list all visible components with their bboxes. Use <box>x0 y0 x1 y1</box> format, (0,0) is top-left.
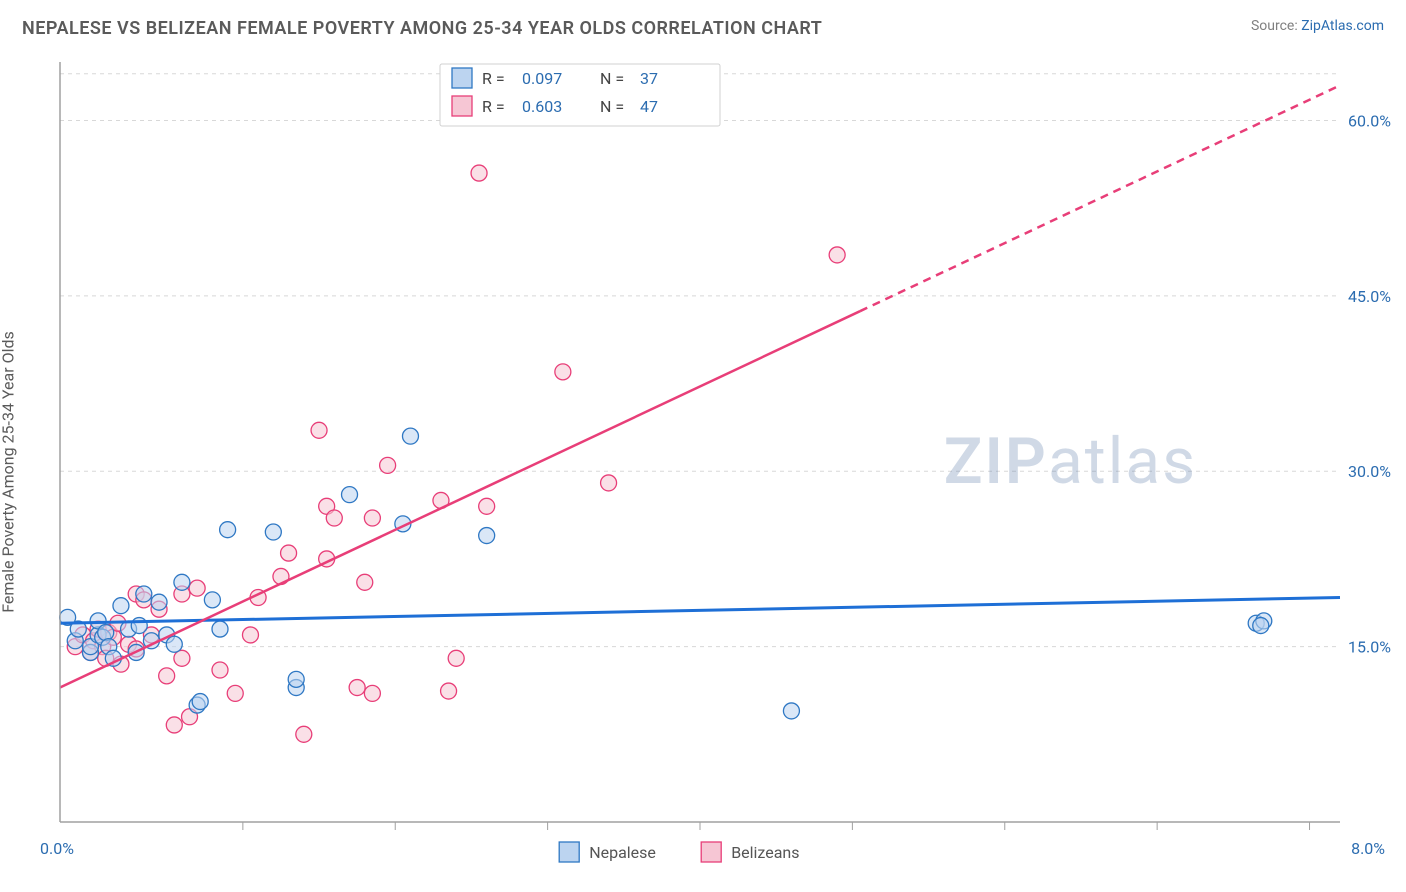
legend-n-label: N = <box>600 97 624 116</box>
data-point-belizeans <box>174 650 190 666</box>
data-point-nepalese <box>98 625 114 641</box>
data-point-belizeans <box>555 364 571 380</box>
x-min-label: 0.0% <box>40 839 74 858</box>
y-tick-label: 60.0% <box>1348 111 1391 130</box>
data-point-nepalese <box>288 671 304 687</box>
trend-line-belizeans-extrapolated <box>860 85 1340 311</box>
data-point-belizeans <box>441 683 457 699</box>
bottom-legend-swatch-belizeans <box>701 842 721 862</box>
data-point-belizeans <box>479 498 495 514</box>
legend-r-label: R = <box>482 97 505 116</box>
data-point-belizeans <box>364 685 380 701</box>
watermark: ZIPatlas <box>944 424 1197 499</box>
y-tick-label: 15.0% <box>1348 638 1391 657</box>
legend-n-value-belizeans: 47 <box>640 97 658 116</box>
data-point-belizeans <box>380 457 396 473</box>
y-axis-label: Female Poverty Among 25-34 Year Olds <box>0 331 18 613</box>
legend-swatch-belizeans <box>452 96 472 116</box>
data-point-belizeans <box>296 726 312 742</box>
legend-r-label: R = <box>482 69 505 88</box>
source-label: Source: ZipAtlas.com <box>1251 18 1384 34</box>
data-point-nepalese <box>151 594 167 610</box>
data-point-belizeans <box>166 717 182 733</box>
data-point-belizeans <box>311 422 327 438</box>
data-point-nepalese <box>174 574 190 590</box>
data-point-belizeans <box>227 685 243 701</box>
data-point-nepalese <box>265 524 281 540</box>
data-point-belizeans <box>349 680 365 696</box>
data-point-belizeans <box>189 580 205 596</box>
data-point-nepalese <box>113 598 129 614</box>
bottom-legend-swatch-nepalese <box>559 842 579 862</box>
data-point-nepalese <box>342 487 358 503</box>
bottom-legend-label-nepalese: Nepalese <box>589 843 656 862</box>
legend-n-label: N = <box>600 69 624 88</box>
correlation-scatter-chart: 15.0% 30.0% 45.0% 60.0% ZIPatlas 0.0% 8.0% R = 0… <box>0 52 1406 892</box>
data-point-nepalese <box>192 694 208 710</box>
data-point-nepalese <box>783 703 799 719</box>
data-point-belizeans <box>601 475 617 491</box>
data-point-nepalese <box>166 636 182 652</box>
data-point-belizeans <box>448 650 464 666</box>
data-point-nepalese <box>212 621 228 637</box>
x-max-label: 8.0% <box>1351 839 1385 858</box>
source-link[interactable]: ZipAtlas.com <box>1301 18 1384 34</box>
data-point-nepalese <box>479 528 495 544</box>
y-tick-label: 45.0% <box>1348 287 1391 306</box>
data-point-belizeans <box>364 510 380 526</box>
data-point-nepalese <box>220 522 236 538</box>
data-point-nepalese <box>402 428 418 444</box>
bottom-legend-label-belizeans: Belizeans <box>731 843 799 862</box>
chart-title: NEPALESE VS BELIZEAN FEMALE POVERTY AMON… <box>22 18 822 39</box>
legend-r-value-belizeans: 0.603 <box>522 97 562 116</box>
data-point-belizeans <box>326 510 342 526</box>
y-tick-label: 30.0% <box>1348 462 1391 481</box>
legend-n-value-nepalese: 37 <box>640 69 658 88</box>
data-point-belizeans <box>357 574 373 590</box>
legend-swatch-nepalese <box>452 68 472 88</box>
data-point-nepalese <box>131 618 147 634</box>
data-point-nepalese <box>1253 618 1269 634</box>
source-prefix: Source: <box>1251 18 1301 34</box>
data-point-belizeans <box>159 668 175 684</box>
data-point-belizeans <box>212 662 228 678</box>
legend-r-value-nepalese: 0.097 <box>522 69 562 88</box>
data-point-belizeans <box>242 627 258 643</box>
data-point-belizeans <box>281 545 297 561</box>
trend-line-belizeans <box>60 311 860 687</box>
data-point-belizeans <box>829 247 845 263</box>
data-point-nepalese <box>136 586 152 602</box>
data-point-nepalese <box>204 592 220 608</box>
data-point-belizeans <box>471 165 487 181</box>
